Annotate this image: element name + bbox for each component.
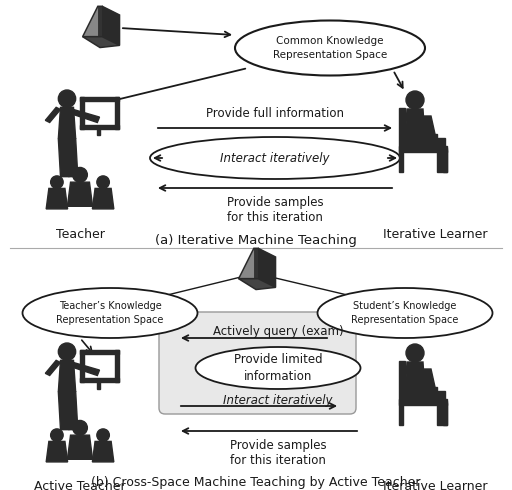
Polygon shape — [437, 148, 447, 172]
Bar — [115, 349, 119, 382]
Bar — [82, 352, 117, 380]
Text: Interact iteratively: Interact iteratively — [223, 393, 333, 407]
Ellipse shape — [317, 288, 493, 338]
Bar — [80, 97, 84, 129]
Polygon shape — [71, 363, 99, 375]
Polygon shape — [258, 248, 275, 287]
Bar — [80, 349, 119, 354]
Polygon shape — [437, 401, 447, 425]
Polygon shape — [82, 37, 119, 48]
Text: Teacher: Teacher — [56, 228, 104, 241]
Polygon shape — [411, 387, 437, 393]
Polygon shape — [411, 134, 437, 140]
Text: Iterative Learner: Iterative Learner — [383, 228, 487, 241]
Polygon shape — [46, 107, 60, 122]
Polygon shape — [417, 116, 435, 134]
Circle shape — [51, 176, 63, 188]
Circle shape — [97, 176, 110, 188]
Ellipse shape — [150, 137, 400, 179]
Polygon shape — [82, 6, 102, 37]
Polygon shape — [102, 6, 119, 46]
Polygon shape — [399, 150, 403, 172]
Circle shape — [73, 168, 88, 182]
Polygon shape — [443, 150, 447, 172]
Text: Common Knowledge
Representation Space: Common Knowledge Representation Space — [273, 36, 387, 60]
Text: Provide limited
information: Provide limited information — [233, 353, 323, 383]
Polygon shape — [254, 248, 258, 279]
Ellipse shape — [23, 288, 198, 338]
Polygon shape — [405, 109, 425, 140]
Polygon shape — [46, 441, 68, 462]
Polygon shape — [399, 403, 403, 425]
Text: Provide samples
for this iteration: Provide samples for this iteration — [230, 439, 326, 467]
Polygon shape — [399, 146, 447, 152]
Polygon shape — [417, 369, 435, 387]
Circle shape — [406, 344, 424, 362]
Polygon shape — [71, 109, 99, 122]
Polygon shape — [405, 138, 445, 148]
Polygon shape — [443, 403, 447, 425]
Polygon shape — [399, 361, 405, 403]
Text: Active Teacher: Active Teacher — [34, 480, 126, 490]
Circle shape — [58, 90, 76, 107]
Polygon shape — [407, 112, 417, 135]
Polygon shape — [239, 279, 275, 290]
Text: Provide samples
for this iteration: Provide samples for this iteration — [227, 196, 323, 224]
Text: Interact iteratively: Interact iteratively — [220, 151, 330, 165]
Text: Iterative Learner: Iterative Learner — [383, 480, 487, 490]
Polygon shape — [58, 392, 69, 430]
Text: (b) Cross-Space Machine Teaching by Active Teacher: (b) Cross-Space Machine Teaching by Acti… — [91, 476, 421, 489]
Bar — [115, 97, 119, 129]
Circle shape — [51, 429, 63, 441]
Bar — [82, 98, 117, 127]
Circle shape — [406, 91, 424, 109]
FancyBboxPatch shape — [159, 312, 356, 414]
Bar — [80, 378, 119, 382]
Polygon shape — [407, 365, 417, 388]
Circle shape — [97, 429, 110, 441]
Polygon shape — [92, 188, 114, 209]
Polygon shape — [67, 139, 78, 177]
Bar — [80, 97, 119, 101]
Text: Provide full information: Provide full information — [206, 107, 344, 120]
Ellipse shape — [196, 347, 360, 389]
Bar — [97, 380, 99, 389]
Bar — [97, 127, 99, 136]
Polygon shape — [58, 139, 69, 177]
Polygon shape — [399, 108, 405, 150]
Polygon shape — [58, 360, 76, 392]
Text: Teacher’s Knowledge
Representation Space: Teacher’s Knowledge Representation Space — [56, 301, 164, 324]
Circle shape — [73, 420, 88, 435]
Bar — [80, 124, 119, 129]
Ellipse shape — [235, 21, 425, 75]
Polygon shape — [399, 399, 447, 405]
Polygon shape — [46, 188, 68, 209]
Polygon shape — [46, 360, 60, 375]
Polygon shape — [58, 107, 76, 139]
Text: (a) Iterative Machine Teaching: (a) Iterative Machine Teaching — [155, 234, 357, 247]
Polygon shape — [67, 392, 78, 430]
Polygon shape — [405, 362, 425, 393]
Polygon shape — [98, 6, 102, 37]
Polygon shape — [68, 435, 93, 459]
Polygon shape — [239, 248, 258, 279]
Bar — [80, 349, 84, 382]
Text: Student’s Knowledge
Representation Space: Student’s Knowledge Representation Space — [351, 301, 459, 324]
Polygon shape — [92, 441, 114, 462]
Polygon shape — [405, 391, 445, 401]
Text: Actively query (exam): Actively query (exam) — [212, 324, 344, 338]
Circle shape — [58, 343, 76, 360]
Polygon shape — [68, 182, 93, 206]
